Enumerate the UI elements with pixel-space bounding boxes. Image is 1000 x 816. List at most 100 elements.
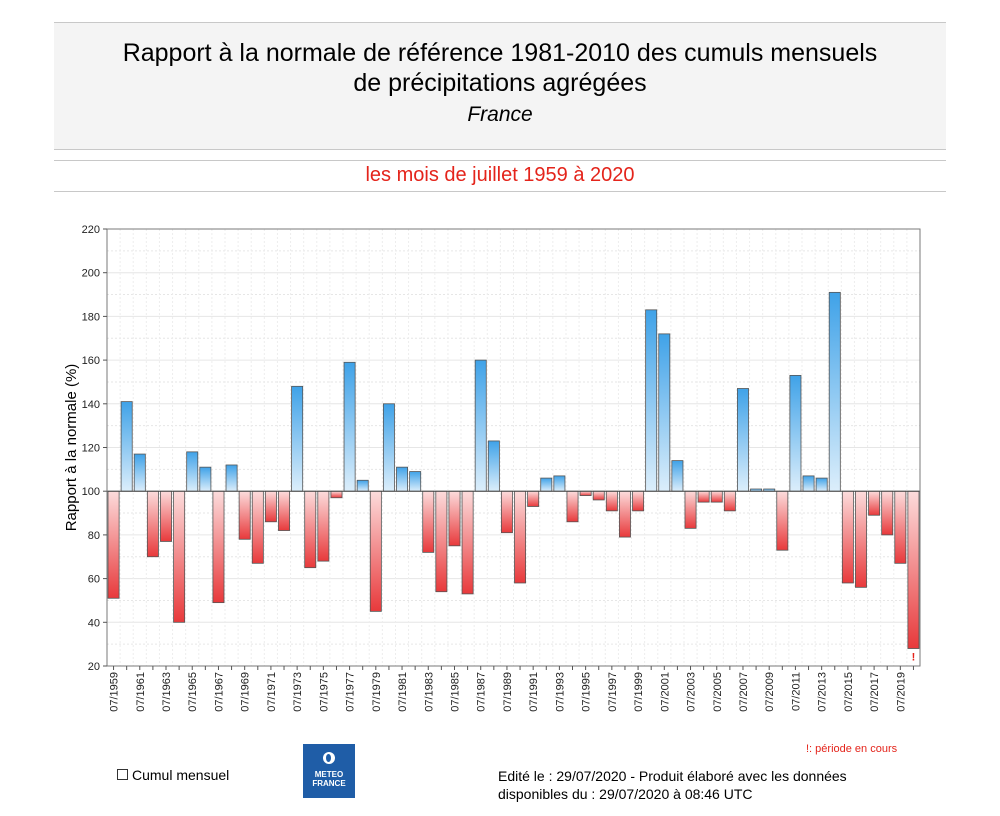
y-tick-label: 140 — [82, 399, 100, 411]
x-tick-label: 07/1991 — [528, 672, 540, 712]
bar-07-1967 — [212, 490, 225, 604]
chart-title-line2: de précipitations agrégées — [353, 69, 647, 97]
meteo-france-logo: METEO FRANCE — [303, 744, 355, 798]
region-label: France — [467, 103, 533, 126]
x-tick-label: 07/2009 — [764, 672, 776, 712]
bar-07-1997 — [605, 490, 618, 512]
x-tick-label: 07/1993 — [554, 672, 566, 712]
bar-07-1991 — [527, 490, 540, 507]
y-tick-label: 20 — [88, 661, 100, 673]
legend-swatch — [117, 769, 128, 780]
bar-07-2020 — [907, 490, 920, 649]
bar-07-1970 — [251, 490, 264, 564]
title-panel: Rapport à la normale de référence 1981-2… — [54, 22, 946, 150]
edition-info: Edité le : 29/07/2020 - Produit élaboré … — [498, 767, 847, 803]
logo-emblem-icon — [323, 752, 335, 764]
bar-07-2000 — [645, 309, 658, 492]
x-tick-label: 07/1961 — [135, 672, 147, 712]
bar-07-2012 — [802, 475, 815, 492]
bar-07-1992 — [540, 477, 553, 492]
legend-label: Cumul mensuel — [132, 767, 230, 783]
bar-07-1979 — [369, 490, 382, 612]
bar-07-1999 — [632, 490, 645, 512]
bar-07-1995 — [579, 490, 592, 496]
bar-07-2015 — [841, 490, 854, 584]
bar-07-2014 — [828, 291, 841, 492]
y-tick-label: 60 — [88, 574, 100, 586]
x-tick-label: 07/2001 — [659, 672, 671, 712]
x-tick-label: 07/1981 — [397, 672, 409, 712]
bar-07-2011 — [789, 374, 802, 492]
x-tick-label: 07/1967 — [213, 672, 225, 712]
bar-07-2016 — [855, 490, 867, 588]
x-tick-label: 07/1995 — [581, 672, 593, 712]
bar-07-2010 — [776, 490, 789, 551]
bar-07-2006 — [723, 490, 736, 512]
bar-07-1993 — [553, 475, 566, 492]
bar-07-2018 — [881, 490, 894, 536]
y-tick-label: 160 — [82, 355, 100, 367]
y-tick-label: 80 — [88, 530, 100, 542]
bars — [107, 291, 920, 649]
x-tick-label: 07/1999 — [633, 672, 645, 712]
x-tick-label: 07/2003 — [686, 672, 698, 712]
x-tick-label: 07/1975 — [318, 672, 330, 712]
current-period-note: !: période en cours — [806, 743, 898, 755]
logo-line1: METEO — [314, 770, 344, 779]
bar-07-1962 — [146, 490, 159, 558]
x-tick-label: 07/1969 — [240, 672, 252, 712]
subtitle-panel: les mois de juillet 1959 à 2020 — [54, 160, 946, 192]
chart-title-line1: Rapport à la normale de référence 1981-2… — [122, 39, 878, 67]
bar-chart: 20 40 60 80 100 120 140 160 180 200 220 07/1959 07/1… — [63, 224, 921, 712]
x-tick-label: 07/1985 — [449, 672, 461, 712]
bar-07-2007 — [737, 388, 749, 492]
edition-line2: disponibles du : 29/07/2020 à 08:46 UTC — [498, 786, 753, 802]
bar-07-2004 — [697, 490, 710, 503]
x-tick-label: 07/1989 — [502, 672, 514, 712]
bar-07-1959 — [107, 490, 120, 599]
bar-07-1987 — [474, 359, 487, 492]
bar-07-1972 — [278, 490, 290, 531]
bar-07-1986 — [461, 490, 474, 595]
bar-07-1960 — [120, 401, 133, 492]
bar-07-1968 — [225, 464, 238, 492]
bar-07-1996 — [592, 490, 605, 501]
y-tick-label: 200 — [82, 268, 100, 280]
bar-07-2019 — [894, 490, 907, 564]
x-tick-label: 07/1965 — [187, 672, 199, 712]
current-period-marker: ! — [912, 652, 916, 664]
bar-07-1978 — [356, 479, 369, 492]
bar-07-2017 — [868, 490, 881, 516]
bar-07-1981 — [396, 466, 408, 492]
x-tick-label: 07/2011 — [790, 672, 802, 711]
bar-07-1964 — [173, 490, 186, 623]
x-tick-label: 07/2005 — [712, 672, 724, 712]
bar-07-1963 — [160, 490, 172, 542]
bar-07-1998 — [619, 490, 631, 538]
bar-07-1976 — [330, 490, 343, 499]
x-tick-label: 07/1971 — [266, 672, 278, 712]
bar-07-1994 — [566, 490, 579, 523]
y-tick-label: 180 — [82, 311, 100, 323]
bar-07-1969 — [238, 490, 251, 540]
bar-07-2003 — [684, 490, 697, 529]
bar-07-1985 — [448, 490, 461, 547]
y-tick-label: 40 — [88, 617, 100, 629]
y-tick-label: 120 — [82, 443, 100, 455]
bar-07-2002 — [671, 460, 684, 492]
y-tick-label: 100 — [82, 486, 100, 498]
chart-subtitle: les mois de juillet 1959 à 2020 — [365, 164, 635, 186]
x-tick-label: 07/2017 — [869, 672, 881, 712]
x-tick-label: 07/2007 — [738, 672, 750, 712]
edition-line1: Edité le : 29/07/2020 - Produit élaboré … — [498, 768, 847, 784]
bar-07-1980 — [382, 403, 395, 492]
bar-07-2013 — [815, 477, 828, 492]
bar-07-1961 — [133, 453, 146, 492]
bar-07-1984 — [435, 490, 448, 593]
bar-07-2005 — [710, 490, 723, 503]
x-tick-label: 07/1997 — [607, 672, 619, 712]
y-tick-label: 220 — [82, 224, 100, 236]
bar-07-1975 — [317, 490, 330, 562]
bar-07-1973 — [291, 385, 304, 492]
gridlines — [106, 228, 921, 667]
